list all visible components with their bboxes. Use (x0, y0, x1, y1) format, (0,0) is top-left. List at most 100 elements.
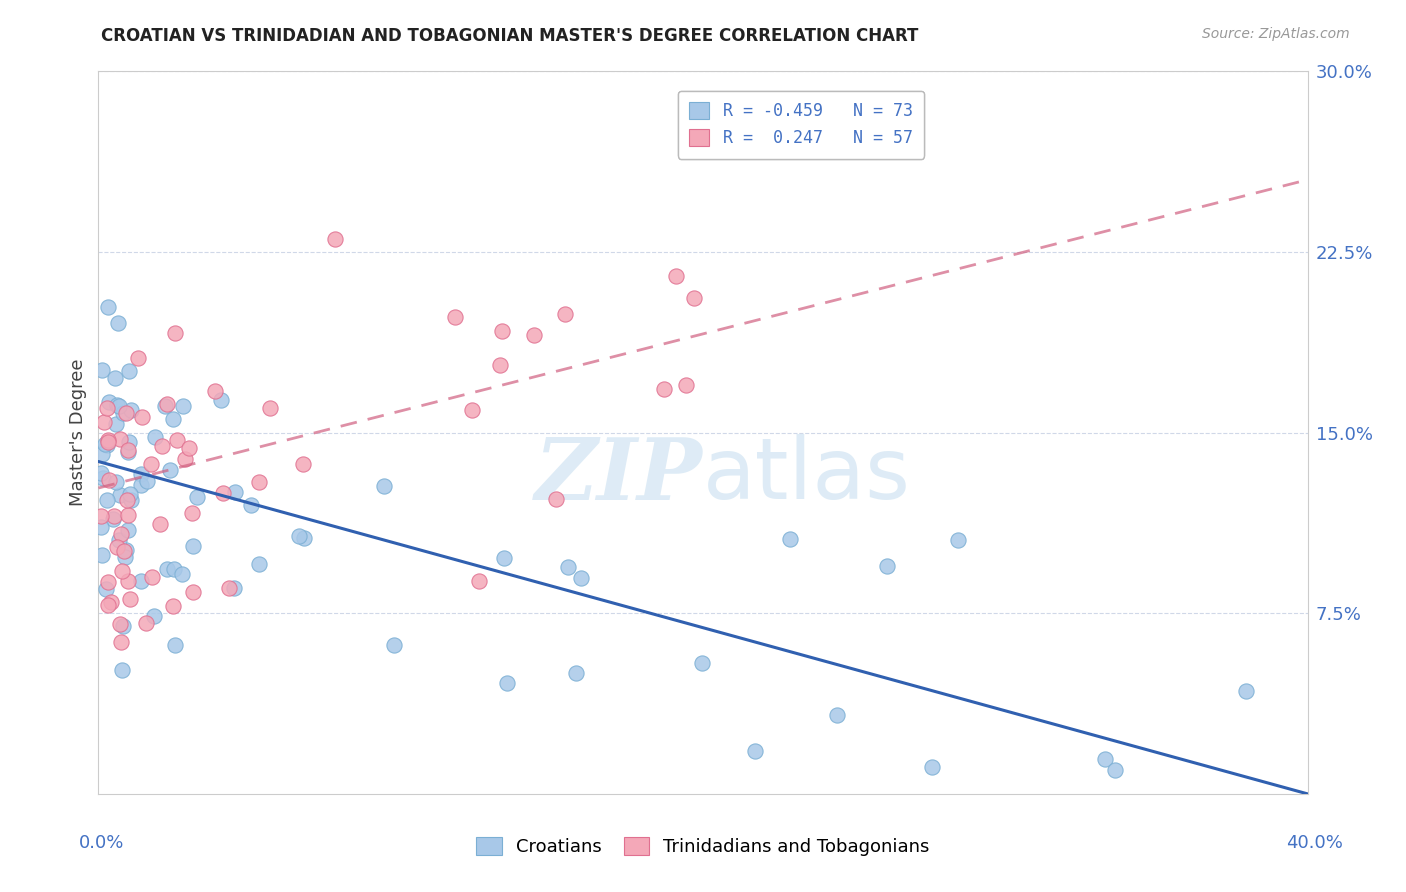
Point (107, 399, 129, 413)
Point (97, 433, 120, 447)
Point (292, 531, 315, 545)
Point (114, 549, 136, 564)
Point (97, 473, 120, 487)
Point (111, 663, 134, 677)
Point (94, 582, 117, 596)
Text: CROATIAN VS TRINIDADIAN AND TOBAGONIAN MASTER'S DEGREE CORRELATION CHART: CROATIAN VS TRINIDADIAN AND TOBAGONIAN M… (101, 27, 918, 45)
Point (1094, 752, 1116, 766)
Point (163, 326, 186, 340)
Point (131, 477, 153, 491)
Point (96, 493, 118, 508)
Point (156, 397, 179, 411)
Point (91, 548, 114, 562)
Point (544, 491, 567, 506)
Point (97, 574, 120, 589)
Point (120, 403, 142, 417)
Point (112, 544, 135, 558)
Point (569, 570, 592, 584)
Point (118, 592, 141, 607)
Point (120, 493, 142, 508)
Point (104, 475, 127, 489)
Point (105, 398, 128, 412)
Point (690, 656, 713, 670)
Point (373, 479, 395, 493)
Point (117, 574, 139, 589)
Point (218, 582, 240, 596)
Point (143, 429, 166, 443)
Point (90, 508, 112, 523)
Point (115, 543, 138, 558)
Point (675, 377, 697, 392)
Point (93, 437, 115, 451)
Point (117, 442, 139, 457)
Y-axis label: Master's Degree: Master's Degree (69, 359, 87, 507)
Point (97, 300, 120, 314)
Point (103, 512, 125, 526)
Point (664, 269, 686, 284)
Point (129, 467, 152, 482)
Point (204, 384, 226, 398)
Point (382, 638, 405, 652)
Point (443, 310, 465, 324)
Point (491, 324, 513, 338)
Point (288, 529, 311, 543)
Point (163, 562, 186, 576)
Point (91, 363, 114, 377)
Point (118, 363, 141, 377)
Point (108, 488, 131, 502)
Point (247, 475, 270, 490)
Point (110, 635, 132, 649)
Point (112, 406, 135, 420)
Point (323, 232, 346, 246)
Point (120, 486, 142, 500)
Point (105, 541, 128, 555)
Point (523, 328, 546, 343)
Point (166, 434, 188, 448)
Point (946, 533, 969, 547)
Point (212, 486, 235, 500)
Point (173, 451, 195, 466)
Point (117, 523, 139, 537)
Point (492, 551, 515, 566)
Point (90, 466, 112, 480)
Point (110, 433, 132, 447)
Point (104, 371, 127, 385)
Point (163, 638, 186, 652)
Point (93, 415, 115, 429)
Point (143, 609, 166, 624)
Point (172, 399, 194, 413)
Point (103, 509, 125, 524)
Point (162, 599, 184, 613)
Point (682, 292, 704, 306)
Point (135, 474, 157, 488)
Point (111, 564, 134, 578)
Point (152, 438, 174, 452)
Point (181, 539, 204, 553)
Point (107, 533, 129, 547)
Point (1234, 683, 1257, 698)
Point (177, 442, 200, 456)
Text: ZIP: ZIP (536, 434, 703, 517)
Point (110, 527, 132, 541)
Point (876, 559, 898, 574)
Point (488, 358, 510, 372)
Text: Source: ZipAtlas.com: Source: ZipAtlas.com (1202, 27, 1350, 41)
Point (93, 471, 115, 485)
Point (105, 417, 128, 431)
Text: 40.0%: 40.0% (1286, 834, 1343, 852)
Legend: R = -0.459   N = 73, R =  0.247   N = 57: R = -0.459 N = 73, R = 0.247 N = 57 (678, 90, 924, 159)
Point (744, 744, 766, 758)
Point (292, 457, 315, 471)
Point (259, 401, 281, 416)
Point (96, 401, 118, 416)
Point (779, 532, 801, 546)
Point (461, 403, 484, 417)
Point (117, 492, 139, 507)
Point (97, 598, 120, 612)
Point (97, 435, 120, 450)
Point (135, 615, 157, 630)
Point (181, 584, 204, 599)
Point (1104, 763, 1126, 777)
Point (468, 574, 491, 588)
Point (180, 506, 202, 520)
